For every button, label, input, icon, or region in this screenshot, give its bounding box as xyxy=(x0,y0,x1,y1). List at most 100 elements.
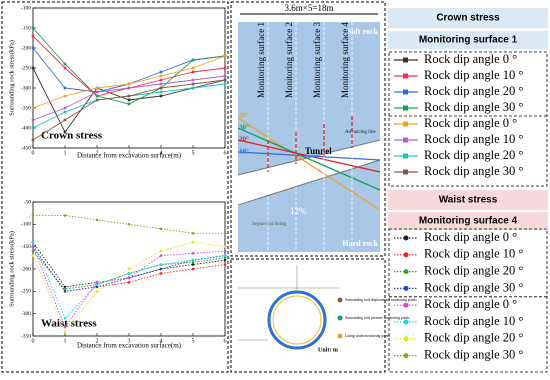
surface-label: Monitoring surface 3 xyxy=(312,22,322,98)
point xyxy=(63,66,67,70)
angle-label: 20° xyxy=(239,136,249,144)
point xyxy=(63,106,67,110)
point xyxy=(95,86,99,90)
x-tick-label: 5 xyxy=(192,150,195,156)
angle-label: 30° xyxy=(239,124,249,132)
point xyxy=(95,285,99,289)
x-tick-label: 4 xyxy=(160,338,163,344)
legend-label: Rock dip angle 20 ° xyxy=(424,84,523,98)
layout-frame xyxy=(230,258,386,373)
point xyxy=(159,90,163,94)
point xyxy=(63,86,67,90)
point xyxy=(31,245,35,248)
point xyxy=(223,245,227,248)
point xyxy=(127,267,131,271)
point xyxy=(127,82,131,86)
point xyxy=(191,252,195,255)
tunnel-edge xyxy=(237,139,381,176)
angle-line xyxy=(237,151,381,161)
point xyxy=(223,258,227,262)
y-tick-label: -50 xyxy=(24,199,32,205)
point xyxy=(63,325,67,329)
plot-area xyxy=(32,7,226,149)
point xyxy=(31,240,35,244)
point xyxy=(31,46,35,50)
point xyxy=(31,249,35,253)
legend-box xyxy=(388,228,548,373)
y-tick-label: -150 xyxy=(21,244,31,250)
point xyxy=(159,249,163,253)
y-tick-label: -200 xyxy=(21,45,31,51)
x-tick-label: 3 xyxy=(128,338,131,344)
legend-marker xyxy=(403,252,409,258)
y-tick-label: -450 xyxy=(21,145,31,151)
tunnel-ring xyxy=(267,290,327,350)
point xyxy=(159,86,163,90)
legend-marker xyxy=(337,333,343,339)
x-tick-label: 0 xyxy=(32,150,35,156)
legend-marker xyxy=(403,137,408,143)
point xyxy=(159,94,163,98)
tunnel-ring xyxy=(272,295,322,345)
point xyxy=(95,94,99,98)
angle-line xyxy=(237,117,381,211)
point xyxy=(191,66,195,70)
point xyxy=(191,267,195,271)
point xyxy=(31,106,35,110)
surface-label: Monitoring surface 4 xyxy=(340,22,350,98)
point xyxy=(223,263,227,266)
legend-marker xyxy=(337,315,343,321)
x-axis-label: Distance from excavation surface(m) xyxy=(77,342,182,350)
legend-label: Rock dip angle 10 ° xyxy=(424,132,523,146)
legend-label: Rock dip angle 0 ° xyxy=(424,116,517,130)
point xyxy=(223,254,227,257)
point xyxy=(95,281,99,284)
y-tick-label: -100 xyxy=(21,5,31,11)
legend-label: Rock dip angle 30 ° xyxy=(424,164,523,178)
point xyxy=(223,74,227,78)
point xyxy=(223,82,227,86)
legend-subheader-bg xyxy=(388,212,548,230)
tunnel-band xyxy=(238,140,380,205)
point xyxy=(95,98,99,102)
legend-label: Rock dip angle 0 ° xyxy=(424,297,517,311)
legend-marker xyxy=(403,285,409,291)
legend-label: Rock dip angle 0 ° xyxy=(424,230,517,244)
point xyxy=(63,130,67,134)
point xyxy=(191,240,195,244)
surface-label: Monitoring surface 2 xyxy=(284,22,294,98)
point xyxy=(191,58,195,62)
point xyxy=(127,276,131,280)
x-tick-label: 6 xyxy=(224,150,227,156)
legend-subheader-bg xyxy=(388,31,548,49)
legend-marker xyxy=(403,121,408,127)
point xyxy=(95,218,99,222)
y-axis-label: Surrounding rock stress(kPa) xyxy=(8,231,15,307)
point xyxy=(159,70,163,74)
point xyxy=(191,78,195,82)
point xyxy=(159,254,163,257)
point xyxy=(31,66,35,70)
point xyxy=(127,223,131,226)
legend-marker xyxy=(403,105,408,111)
legend-header-bg xyxy=(388,190,548,210)
legend-label: Rock dip angle 20 ° xyxy=(424,148,523,162)
y-tick-label: -350 xyxy=(21,105,31,111)
point xyxy=(63,62,67,66)
point xyxy=(223,249,227,253)
left-frame xyxy=(1,1,229,373)
point xyxy=(159,74,163,78)
point xyxy=(127,98,131,102)
legend-label: Rock dip angle 10 ° xyxy=(424,68,523,82)
point xyxy=(223,256,227,260)
legend-marker xyxy=(403,73,408,79)
legend-header-bg xyxy=(388,8,548,28)
y-tick-label: -250 xyxy=(21,289,31,295)
point xyxy=(63,214,67,217)
legend-subtitle: Monitoring surface 4 xyxy=(419,216,518,227)
legend-title: Crown stress xyxy=(436,13,500,24)
point xyxy=(95,283,99,286)
legend-marker xyxy=(403,319,409,325)
angle-label: 40° xyxy=(239,112,249,120)
